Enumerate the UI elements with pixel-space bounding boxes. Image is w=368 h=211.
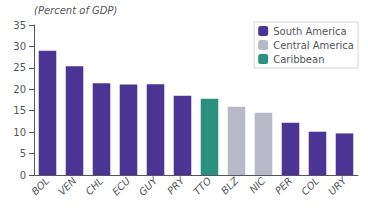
svg-text:35: 35 bbox=[13, 20, 26, 31]
svg-text:CHL: CHL bbox=[83, 175, 105, 197]
svg-text:VEN: VEN bbox=[56, 175, 79, 198]
svg-text:GUY: GUY bbox=[137, 174, 160, 197]
svg-text:COL: COL bbox=[299, 175, 321, 197]
svg-text:20: 20 bbox=[13, 84, 26, 95]
svg-text:NIC: NIC bbox=[247, 175, 267, 195]
svg-text:0: 0 bbox=[20, 170, 26, 181]
svg-text:ECU: ECU bbox=[110, 175, 133, 198]
svg-text:BOL: BOL bbox=[29, 175, 51, 197]
svg-text:South America: South America bbox=[273, 26, 347, 37]
svg-text:Caribbean: Caribbean bbox=[273, 54, 324, 65]
svg-text:15: 15 bbox=[13, 105, 26, 116]
svg-text:PER: PER bbox=[273, 175, 294, 196]
svg-text:5: 5 bbox=[20, 148, 26, 159]
svg-text:URY: URY bbox=[326, 174, 349, 197]
svg-text:30: 30 bbox=[13, 41, 26, 52]
svg-text:PRY: PRY bbox=[165, 174, 187, 196]
svg-text:(Percent of GDP): (Percent of GDP) bbox=[34, 5, 117, 16]
svg-text:BLZ: BLZ bbox=[219, 174, 241, 196]
svg-text:TTO: TTO bbox=[191, 175, 213, 197]
svg-text:10: 10 bbox=[13, 127, 26, 138]
svg-text:Central America: Central America bbox=[273, 40, 354, 51]
svg-text:25: 25 bbox=[13, 62, 26, 73]
